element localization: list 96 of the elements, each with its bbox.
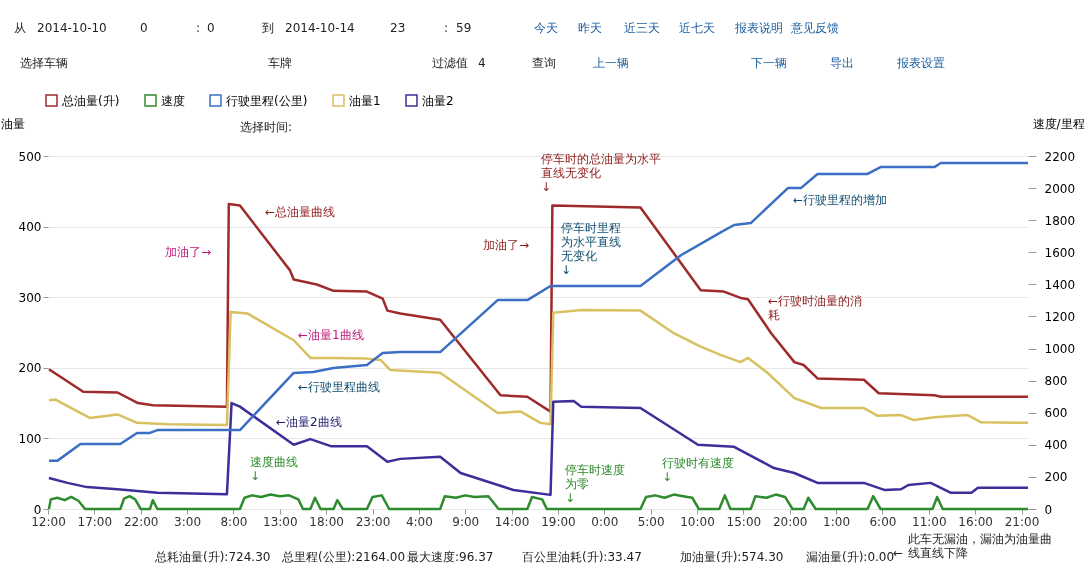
text: 最大速度:96.37 xyxy=(407,550,494,564)
y2-tick-label: 800 xyxy=(1044,374,1068,389)
x-tick-label: 16:00 xyxy=(958,514,993,529)
annotation: 停车时里程为水平直线无变化↓ xyxy=(561,221,621,277)
y-axis-title: 油量 xyxy=(0,116,25,131)
text: ← xyxy=(893,546,904,560)
text: 2014-10-10 xyxy=(37,21,107,35)
text: : xyxy=(196,21,201,35)
x-tick-label: 11:00 xyxy=(912,514,947,529)
text: 昨天 xyxy=(578,21,602,35)
text: 总里程(公里):2164.00 xyxy=(281,550,406,564)
text: 到 xyxy=(262,21,274,35)
y2-axis-title: 速度/里程 xyxy=(1032,116,1085,131)
y2-tick-label: 400 xyxy=(1044,438,1068,453)
annotation: 速度曲线↓ xyxy=(250,455,298,483)
x-tick-label: 5:00 xyxy=(637,514,665,529)
y2-tick-label: 600 xyxy=(1044,406,1068,421)
text: 查询 xyxy=(532,56,556,70)
y2-tick-label: 0 xyxy=(1044,502,1053,517)
y2-tick-label: 1400 xyxy=(1044,277,1076,292)
text: 报表说明 xyxy=(734,21,783,35)
text: 过滤值 xyxy=(432,56,468,70)
text: 23 xyxy=(390,21,406,35)
x-tick-label: 1:00 xyxy=(823,514,851,529)
x-tick-label: 3:00 xyxy=(174,514,202,529)
text: 4 xyxy=(478,56,486,70)
legend-label: 行驶里程(公里) xyxy=(226,93,308,108)
y-tick-label: 100 xyxy=(18,431,42,446)
legend-label: 油量1 xyxy=(349,93,381,108)
x-tick-label: 6:00 xyxy=(869,514,897,529)
x-tick-label: 9:00 xyxy=(452,514,480,529)
x-tick-label: 19:00 xyxy=(541,514,576,529)
line-series xyxy=(47,308,1030,427)
text: 选择车辆 xyxy=(20,56,68,70)
text: 59 xyxy=(456,21,472,35)
x-tick-label: 23:00 xyxy=(355,514,391,529)
y-tick-label: 200 xyxy=(18,361,42,376)
y2-tick-label: 1800 xyxy=(1044,213,1076,228)
x-tick-label: 15:00 xyxy=(726,514,762,529)
annotation: ←行驶里程的增加 xyxy=(793,193,888,207)
annotation: 加油了→ xyxy=(483,238,530,252)
text: 百公里油耗(升):33.47 xyxy=(522,550,642,564)
y2-tick-label: 1000 xyxy=(1044,342,1076,357)
x-tick-label: 14:00 xyxy=(494,514,530,529)
y2-tick-label: 200 xyxy=(1044,470,1068,485)
text: 总耗油量(升):724.30 xyxy=(154,550,271,564)
text: 上一辆 xyxy=(593,56,629,70)
x-tick-label: 20:00 xyxy=(772,514,808,529)
x-tick-label: 4:00 xyxy=(405,514,433,529)
y2-tick-label: 1200 xyxy=(1044,309,1076,324)
text: 意见反馈 xyxy=(790,21,839,35)
y-tick-label: 400 xyxy=(18,220,42,235)
y2-tick-label: 2200 xyxy=(1044,149,1076,164)
x-tick-label: 21:00 xyxy=(1004,514,1040,529)
y-tick-label: 0 xyxy=(33,502,42,517)
x-tick-label: 22:00 xyxy=(123,514,159,529)
text: 今天 xyxy=(534,21,558,35)
x-tick-label: 10:00 xyxy=(680,514,715,529)
annotation: ←总油量曲线 xyxy=(265,205,336,219)
annotation: 停车时的总油量为水平直线无变化↓ xyxy=(541,152,661,194)
text: 0 xyxy=(207,21,215,35)
text: : xyxy=(444,21,449,35)
text: 下一辆 xyxy=(751,56,787,70)
annotation: ←油量1曲线 xyxy=(298,328,364,342)
legend-label: 总油量(升) xyxy=(61,93,120,108)
text: 导出 xyxy=(830,56,854,70)
text: 报表设置 xyxy=(896,56,945,70)
text: 加油量(升):574.30 xyxy=(680,550,784,564)
legend-label: 速度 xyxy=(161,93,185,108)
text: 此车无漏油，漏油为油量曲线直线下降 xyxy=(908,532,1052,560)
annotation: 加油了→ xyxy=(165,245,212,259)
x-tick-label: 0:00 xyxy=(591,514,619,529)
x-tick-label: 8:00 xyxy=(220,514,248,529)
y2-tick-label: 2000 xyxy=(1044,181,1076,196)
y2-tick-label: 1600 xyxy=(1044,245,1076,260)
x-tick-label: 13:00 xyxy=(262,514,298,529)
annotation: 行驶时有速度↓ xyxy=(662,456,734,484)
text: 0 xyxy=(140,21,148,35)
text: 2014-10-14 xyxy=(285,21,355,35)
y-tick-label: 500 xyxy=(18,149,42,164)
annotation: 停车时速度为零↓ xyxy=(565,463,625,505)
y-tick-label: 300 xyxy=(18,290,42,305)
x-tick-label: 18:00 xyxy=(309,514,344,529)
text: 车牌 xyxy=(268,56,292,70)
text: 近三天 xyxy=(624,21,660,35)
text: 选择时间: xyxy=(240,120,293,134)
text: 近七天 xyxy=(679,21,715,35)
x-tick-label: 12:00 xyxy=(31,514,66,529)
x-tick-label: 17:00 xyxy=(77,514,113,529)
text: 漏油量(升):0.00 xyxy=(806,550,895,564)
annotation: ←油量2曲线 xyxy=(276,415,342,429)
line-series xyxy=(47,493,1030,511)
annotation: ←行驶里程曲线 xyxy=(298,380,381,394)
text: 从 xyxy=(14,21,26,35)
annotation: ←行驶时油量的消耗 xyxy=(768,294,863,322)
legend-label: 油量2 xyxy=(422,93,454,108)
